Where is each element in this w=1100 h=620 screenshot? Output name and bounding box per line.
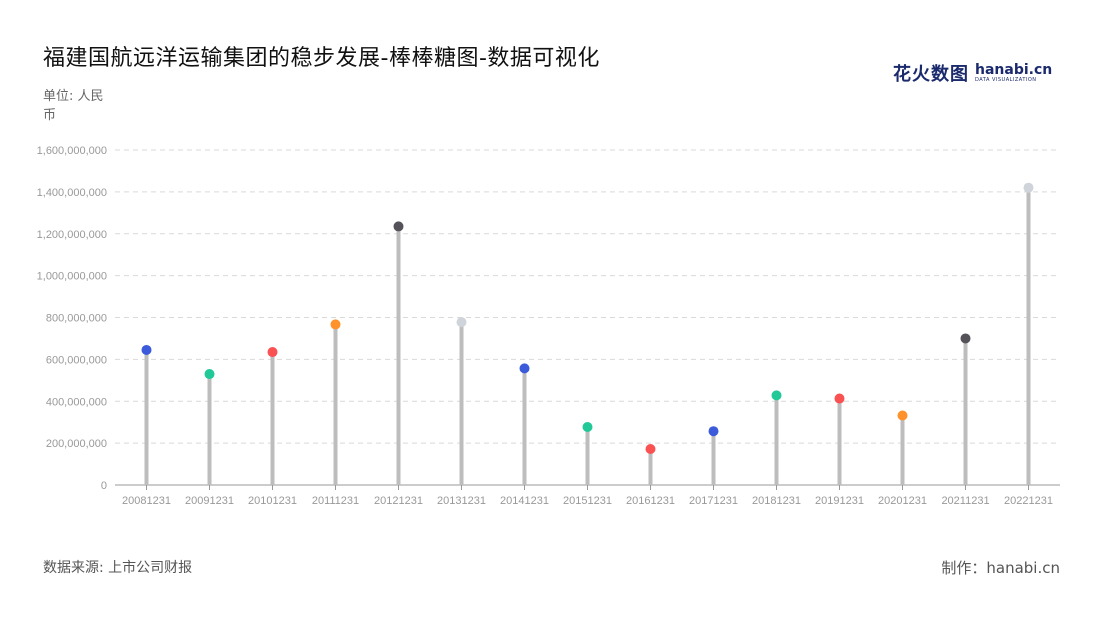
x-tick-label: 20171231 [689, 495, 738, 507]
y-tick-label: 600,000,000 [46, 354, 107, 366]
x-tick-label: 20191231 [815, 495, 864, 507]
credit-text: 制作：hanabi.cn [941, 559, 1060, 577]
y-tick-label: 800,000,000 [46, 313, 107, 325]
y-tick-label: 1,400,000,000 [37, 187, 107, 199]
lollipop-dot [204, 369, 215, 380]
x-tick-label: 20181231 [752, 495, 801, 507]
y-tick-label: 0 [101, 480, 107, 492]
logo-sub-text: DATA VISUALIZATION [975, 77, 1037, 83]
lollipop-dot [582, 422, 593, 433]
lollipop-dot [645, 443, 656, 454]
lollipop-dot [519, 363, 530, 374]
data-source: 数据来源: 上市公司财报 [43, 560, 193, 576]
lollipop-dot [960, 333, 971, 344]
lollipop-dot [834, 393, 845, 404]
y-tick-label: 400,000,000 [46, 396, 107, 408]
y-axis-ticks: 0 200,000,000 400,000,000 600,000,000 800,00… [37, 145, 107, 492]
x-tick-label: 20201231 [878, 495, 927, 507]
x-tick-label: 20131231 [437, 495, 486, 507]
lollipop-dot [897, 410, 908, 421]
lollipop-dot [330, 319, 341, 330]
brand-logo: 花火数图 hanabi.cn DATA VISUALIZATION [893, 60, 1052, 86]
x-tick-label: 20141231 [500, 495, 549, 507]
x-tick-label: 20121231 [374, 495, 423, 507]
lollipop-dot [771, 390, 782, 401]
x-tick-label: 20081231 [122, 495, 171, 507]
chart-title: 福建国航远洋运输集团的稳步发展-棒棒糖图-数据可视化 [43, 46, 600, 71]
x-tick-label: 20211231 [941, 495, 989, 507]
lollipop-dot [1023, 182, 1034, 193]
unit-label: 单位: 人民币 [43, 89, 104, 123]
lollipop-dot [393, 221, 404, 232]
logo-cn-text: 花火数图 [893, 64, 969, 85]
x-tick-label: 20161231 [626, 495, 675, 507]
lollipop-dot [267, 347, 278, 358]
y-tick-label: 1,600,000,000 [37, 145, 107, 157]
lollipop-dot [141, 344, 152, 355]
y-tick-label: 200,000,000 [46, 438, 107, 450]
x-tick-label: 20091231 [185, 495, 234, 507]
grid-layer [115, 149, 1060, 444]
y-tick-label: 1,000,000,000 [37, 271, 107, 283]
lollipop-dot [708, 426, 719, 437]
x-tick-label: 20111231 [312, 495, 359, 507]
y-tick-label: 1,200,000,000 [37, 229, 107, 241]
dots [141, 182, 1034, 454]
logo-en: hanabi.cn DATA VISUALIZATION [975, 63, 1052, 83]
stems [144, 187, 1031, 485]
x-tick-label: 20101231 [248, 495, 297, 507]
x-axis-ticks: 20081231 20091231 20101231 20111231 20121231… [122, 485, 1053, 507]
logo-en-text: hanabi.cn [975, 62, 1053, 78]
x-tick-label: 20151231 [563, 495, 612, 507]
lollipop-dot [456, 317, 467, 328]
x-tick-label: 20221231 [1004, 495, 1053, 507]
